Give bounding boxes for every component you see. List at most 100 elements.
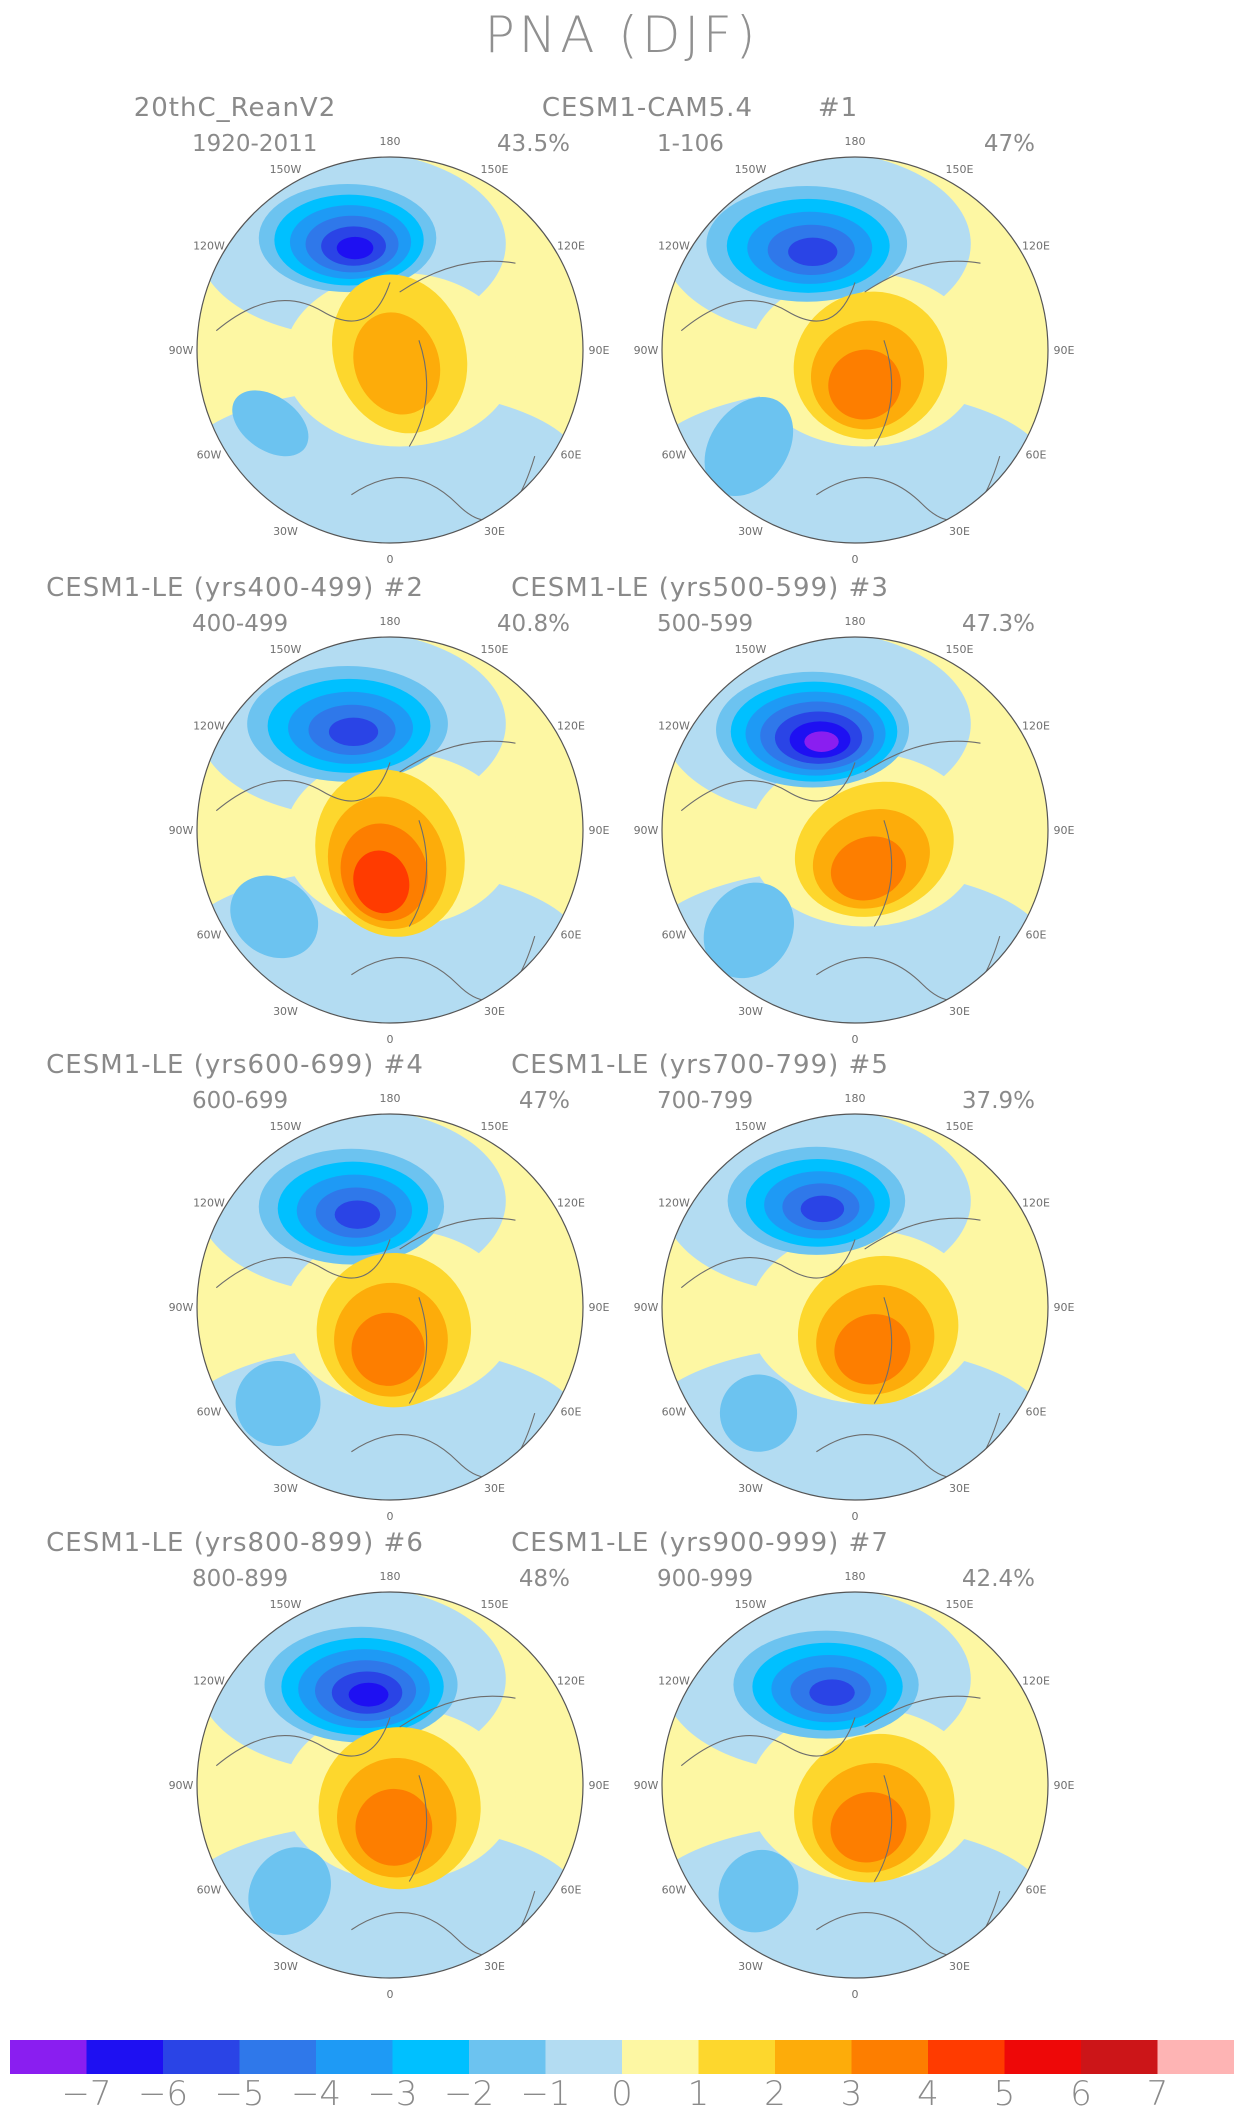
longitude-label: 150E: [946, 1120, 974, 1133]
coastline: [215, 1217, 536, 1479]
longitude-label: 180: [380, 1570, 401, 1583]
longitude-label: 30W: [273, 525, 298, 538]
page-title: PNA (DJF): [484, 6, 760, 64]
colorbar-tick-label: −7: [61, 2074, 112, 2114]
colorbar: [10, 2040, 1234, 2074]
longitude-label: 180: [845, 1092, 866, 1105]
longitude-label: 60W: [197, 1884, 222, 1897]
longitude-label: 150W: [735, 1120, 767, 1133]
coastline: [215, 1695, 536, 1957]
polar-map: 180 150E 120E 90E 60E 30E 0 30W 60W 90W 120W 150W: [169, 1570, 610, 2001]
longitude-label: 120W: [193, 1197, 225, 1210]
colorbar-swatch: [1004, 2040, 1082, 2074]
longitude-label: 0: [852, 1988, 859, 2001]
panel-title: CESM1-LE (yrs800-899) #6: [46, 1528, 424, 1558]
colorbar-tick-label: 4: [917, 2074, 939, 2114]
anomaly-contour: [353, 850, 410, 914]
anomaly-contour: [232, 390, 309, 457]
longitude-label: 120E: [557, 1675, 585, 1688]
anomaly-contour: [830, 836, 907, 901]
polar-map: 180 150E 120E 90E 60E 30E 0 30W 60W 90W 120W 150W: [634, 1092, 1075, 1523]
anomaly-contour: [704, 397, 794, 496]
longitude-label: 180: [845, 1570, 866, 1583]
longitude-label: 120E: [557, 240, 585, 253]
anomaly-contour: [809, 1679, 855, 1706]
longitude-label: 60W: [197, 1406, 222, 1419]
longitude-label: 120W: [658, 1197, 690, 1210]
longitude-label: 60E: [1026, 449, 1047, 462]
longitude-label: 0: [852, 1510, 859, 1523]
longitude-label: 30W: [273, 1960, 298, 1973]
longitude-label: 120W: [658, 720, 690, 733]
longitude-label: 30W: [273, 1005, 298, 1018]
longitude-label: 0: [852, 1033, 859, 1046]
longitude-label: 30E: [949, 1960, 970, 1973]
longitude-label: 30W: [738, 1960, 763, 1973]
longitude-label: 120W: [658, 240, 690, 253]
longitude-label: 60W: [662, 449, 687, 462]
longitude-label: 150E: [946, 643, 974, 656]
longitude-label: 120E: [1022, 1197, 1050, 1210]
longitude-label: 120W: [193, 720, 225, 733]
longitude-label: 90W: [634, 1301, 659, 1314]
longitude-label: 30E: [949, 525, 970, 538]
colorbar-tick-label: 7: [1146, 2074, 1169, 2114]
colorbar-tick-label: 1: [687, 2074, 710, 2114]
anomaly-contour: [230, 875, 319, 959]
panel-percent: 47.3%: [961, 611, 1035, 637]
anomaly-contour: [718, 1849, 799, 1933]
longitude-label: 90W: [169, 1301, 194, 1314]
map-panel: CESM1-LE (yrs800-899) #6 800-899 48% 180 150…: [2, 1510, 624, 2001]
colorbar-swatch: [392, 2040, 470, 2074]
panel-title: 20thC_ReanV2: [133, 93, 337, 123]
anomaly-contour: [235, 1361, 321, 1446]
longitude-label: 30E: [484, 525, 505, 538]
anomaly-contour: [348, 1682, 389, 1707]
longitude-label: 90W: [634, 344, 659, 357]
panel-title: CESM1-LE (yrs600-699) #4: [46, 1050, 424, 1080]
panel-percent: 47%: [983, 131, 1035, 157]
longitude-label: 30E: [484, 1960, 505, 1973]
longitude-label: 90W: [169, 1779, 194, 1792]
anomaly-contour: [336, 236, 374, 260]
map-boundary: [196, 1591, 584, 1979]
longitude-label: 60E: [1026, 1406, 1047, 1419]
anomaly-contour: [248, 1847, 331, 1936]
coastline: [680, 1217, 1001, 1479]
longitude-label: 90E: [589, 1779, 610, 1792]
colorbar-tick-label: −3: [367, 2074, 418, 2114]
colorbar-labels: −7 −6 −5 −4 −3 −2 −1 0 1 2 3 4 5 6 7: [10, 2074, 1234, 2114]
anomaly-contour: [828, 349, 901, 420]
panel-title: CESM1-LE (yrs500-599) #3: [511, 573, 889, 603]
longitude-label: 150E: [481, 163, 509, 176]
anomaly-contour: [703, 882, 794, 979]
colorbar-tick-label: 2: [764, 2074, 786, 2114]
longitude-label: 60E: [561, 929, 582, 942]
map-boundary: [661, 636, 1049, 1024]
longitude-label: 120E: [1022, 720, 1050, 733]
longitude-label: 150W: [270, 1120, 302, 1133]
coastline: [215, 740, 536, 1002]
longitude-label: 120W: [193, 1675, 225, 1688]
coastline: [680, 740, 1001, 1002]
map-boundary: [661, 1113, 1049, 1501]
longitude-label: 90E: [1054, 824, 1075, 837]
colorbar-swatch: [928, 2040, 1005, 2074]
map-boundary: [196, 1113, 584, 1501]
longitude-label: 60W: [662, 1884, 687, 1897]
longitude-label: 30E: [949, 1005, 970, 1018]
longitude-label: 120W: [193, 240, 225, 253]
longitude-label: 60E: [1026, 1884, 1047, 1897]
panel-years: 700-799: [657, 1088, 754, 1114]
colorbar-swatch: [1081, 2040, 1158, 2074]
map-boundary: [661, 1591, 1049, 1979]
longitude-label: 0: [387, 553, 394, 566]
longitude-label: 150E: [481, 1120, 509, 1133]
map-panel: CESM1-LE (yrs600-699) #4 600-699 47% 180 150…: [2, 1032, 624, 1523]
colorbar-swatch: [86, 2040, 164, 2074]
colorbar-swatch: [775, 2040, 852, 2074]
longitude-label: 90W: [169, 824, 194, 837]
map-boundary: [196, 636, 584, 1024]
polar-map: 180 150E 120E 90E 60E 30E 0 30W 60W 90W 120W 150W: [169, 135, 610, 566]
colorbar-swatch: [851, 2040, 929, 2074]
